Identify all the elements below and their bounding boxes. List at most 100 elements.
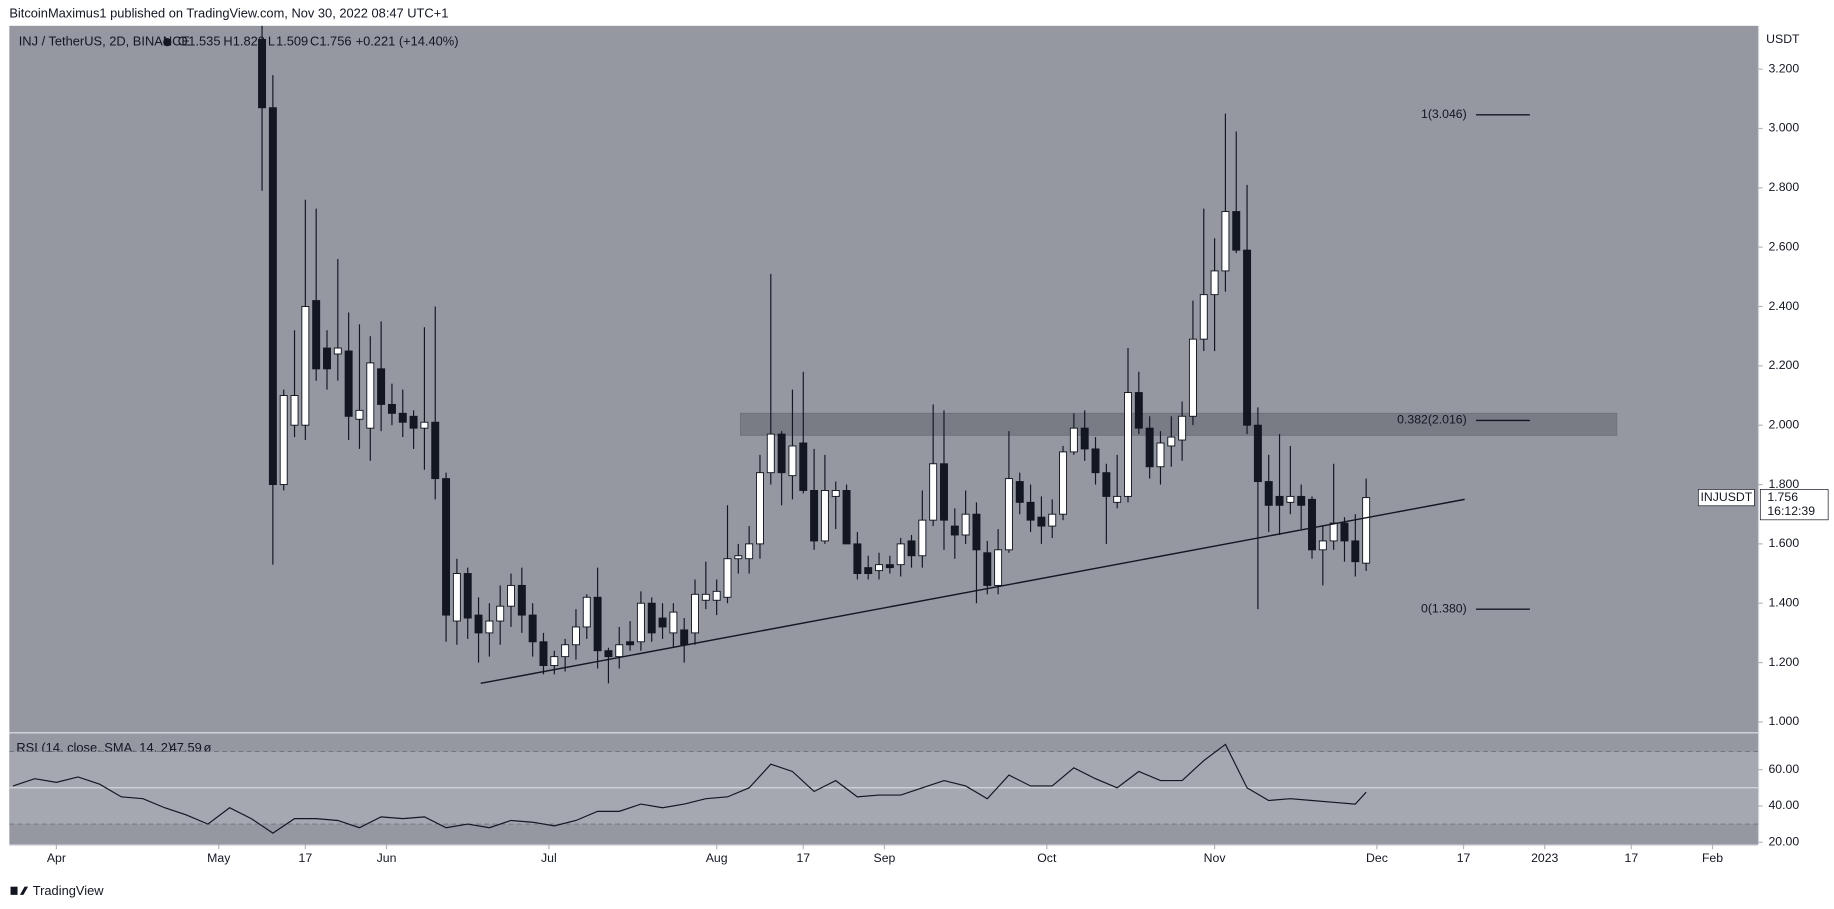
candle-body-up — [745, 543, 754, 560]
candle-body-down — [658, 617, 667, 628]
candle-body-down — [528, 614, 537, 643]
status-dot — [163, 38, 172, 47]
candle-body-up — [1167, 436, 1176, 447]
candle-body-up — [994, 549, 1003, 586]
y-tick-label: 1.600 — [1769, 536, 1800, 550]
y-tick-label: 1.800 — [1769, 477, 1800, 491]
y-tick-label: 1.400 — [1769, 595, 1800, 609]
symbol-title: INJ / TetherUS, 2D, BINANCE — [19, 34, 191, 49]
candle-body-up — [820, 490, 829, 542]
fib-label: 0.382(2.016) — [1397, 413, 1467, 427]
x-tick-label: 17 — [1625, 851, 1639, 865]
candle-body-up — [712, 590, 721, 601]
x-tick-label: 17 — [299, 851, 313, 865]
candle-body-up — [1113, 495, 1122, 503]
candle-body-down — [398, 412, 407, 423]
candle-body-down — [1080, 427, 1089, 450]
y-tick-label: 20.00 — [1769, 834, 1800, 848]
candle-body-up — [1178, 415, 1187, 441]
fib-label: 1(3.046) — [1421, 107, 1467, 121]
x-tick-label: Aug — [706, 851, 728, 865]
y-tick-label: 2.000 — [1769, 417, 1800, 431]
candle-body-down — [907, 540, 916, 557]
legend-change: +0.221 (+14.40%) — [356, 34, 459, 49]
y-tick-label: 1.200 — [1769, 655, 1800, 669]
candle-body-up — [1059, 451, 1068, 515]
candle-body-down — [1015, 481, 1024, 503]
candle-body-up — [301, 306, 310, 426]
candle-body-down — [474, 614, 483, 634]
candle-body-up — [875, 564, 884, 572]
candle-body-down — [344, 350, 353, 417]
candle-body-up — [333, 347, 342, 355]
candle-body-down — [1253, 424, 1262, 483]
candle-body-down — [940, 463, 948, 521]
main-pane — [9, 25, 1758, 733]
candle-body-up — [561, 644, 570, 658]
candle-body-up — [929, 463, 938, 521]
candle-body-down — [312, 300, 321, 370]
legend-key: C — [310, 34, 319, 49]
legend-value: 1.756 — [319, 34, 351, 49]
candle-body-up — [723, 558, 732, 598]
y-tick-label: 2.400 — [1769, 299, 1800, 313]
symbol-tag: INJUSDT — [1700, 490, 1752, 504]
candle-body-up — [1188, 338, 1197, 417]
candle-body-down — [1037, 516, 1046, 527]
candle-body-down — [463, 573, 472, 619]
candle-body-up — [961, 513, 970, 536]
y-tick-label: 2.200 — [1769, 358, 1800, 372]
candle-body-up — [691, 593, 700, 634]
countdown: 16:12:39 — [1767, 504, 1815, 518]
candle-body-up — [1069, 427, 1078, 453]
x-tick-label: 2023 — [1531, 851, 1558, 865]
candle-body-down — [1145, 427, 1154, 468]
candle-body-up — [1048, 513, 1057, 527]
rsi-icon: ø — [204, 740, 212, 755]
legend-key: H — [223, 34, 232, 49]
candle-body-down — [864, 567, 873, 575]
candle-body-down — [1243, 249, 1252, 426]
legend-value: 1.509 — [276, 34, 308, 49]
candle-body-down — [431, 421, 440, 480]
x-tick-label: Oct — [1037, 851, 1057, 865]
y-tick-label: 40.00 — [1769, 798, 1800, 812]
tradingview-logo — [10, 886, 29, 895]
y-tick-label: 2.800 — [1769, 180, 1800, 194]
legend-key: O — [178, 34, 188, 49]
x-tick-label: Apr — [47, 851, 66, 865]
legend-value: 1.535 — [188, 34, 220, 49]
symbol-tag-box — [1697, 489, 1755, 507]
x-tick-label: Jul — [541, 851, 557, 865]
x-tick-label: May — [207, 851, 231, 865]
fib-label: 0(1.380) — [1421, 601, 1467, 615]
candle-body-down — [323, 347, 331, 370]
candle-body-down — [777, 433, 786, 474]
x-tick-label: 17 — [796, 851, 810, 865]
y-tick-label: 3.000 — [1769, 121, 1800, 135]
candle-body-down — [1297, 495, 1306, 506]
candle-body-up — [1329, 522, 1338, 542]
candle-body-down — [1232, 211, 1241, 251]
candle-body-down — [539, 641, 548, 666]
footer-brand: TradingView — [33, 883, 104, 898]
candle-body-down — [983, 552, 992, 586]
candle-body-down — [409, 415, 418, 429]
trendline — [480, 498, 1465, 685]
candle-body-up — [1286, 495, 1295, 503]
candle-body-down — [1134, 392, 1143, 429]
candle-body-up — [485, 620, 494, 634]
candle-body-up — [788, 445, 797, 477]
candle-body-down — [853, 543, 862, 575]
candle-body-down — [387, 403, 396, 414]
candle-body-down — [1026, 501, 1035, 521]
candle-body-down — [1102, 472, 1111, 497]
candle-body-up — [507, 584, 515, 607]
x-tick-label: Jun — [377, 851, 397, 865]
candle-body-down — [377, 368, 386, 405]
candle-body-down — [258, 39, 267, 109]
x-tick-label: Feb — [1702, 851, 1723, 865]
candle-body-up — [918, 519, 927, 557]
